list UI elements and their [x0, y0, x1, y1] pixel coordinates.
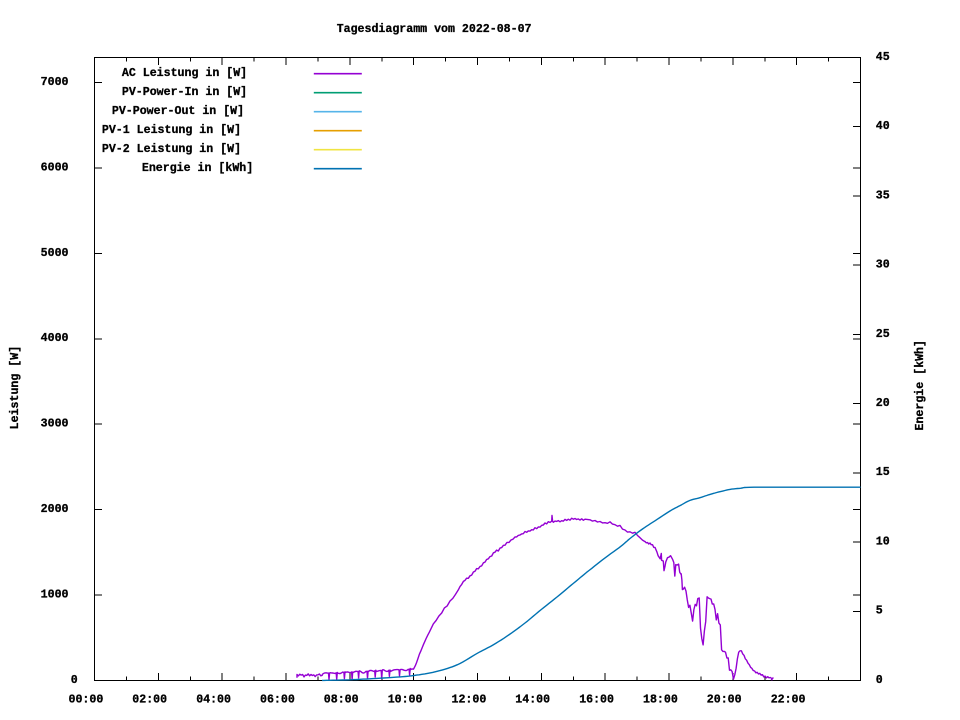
svg-text:40: 40: [876, 120, 890, 133]
svg-text:PV-Power-In in [W]: PV-Power-In in [W]: [122, 86, 247, 99]
svg-text:AC Leistung in [W]: AC Leistung in [W]: [122, 67, 247, 80]
svg-text:00:00: 00:00: [69, 694, 104, 707]
svg-text:Leistung [W]: Leistung [W]: [9, 346, 22, 430]
svg-text:10: 10: [876, 536, 890, 549]
svg-text:Tagesdiagramm vom 2022-08-07: Tagesdiagramm vom 2022-08-07: [337, 23, 532, 36]
svg-text:PV-2 Leistung in [W]: PV-2 Leistung in [W]: [102, 143, 241, 156]
svg-text:20:00: 20:00: [707, 694, 742, 707]
svg-text:4000: 4000: [41, 332, 69, 345]
svg-text:22:00: 22:00: [771, 694, 806, 707]
svg-text:45: 45: [876, 51, 890, 64]
svg-text:5000: 5000: [41, 247, 69, 260]
svg-text:04:00: 04:00: [196, 694, 231, 707]
svg-text:6000: 6000: [41, 161, 69, 174]
svg-text:14:00: 14:00: [515, 694, 550, 707]
svg-text:2000: 2000: [41, 503, 69, 516]
svg-text:16:00: 16:00: [579, 694, 614, 707]
svg-text:0: 0: [71, 674, 78, 687]
svg-text:5: 5: [876, 605, 883, 618]
svg-text:Energie in [kWh]: Energie in [kWh]: [142, 162, 253, 175]
svg-text:10:00: 10:00: [388, 694, 423, 707]
svg-text:25: 25: [876, 328, 890, 341]
svg-text:PV-Power-Out in [W]: PV-Power-Out in [W]: [112, 105, 244, 118]
svg-text:0: 0: [876, 674, 883, 687]
svg-text:12:00: 12:00: [452, 694, 487, 707]
svg-text:30: 30: [876, 259, 890, 272]
svg-text:18:00: 18:00: [643, 694, 678, 707]
svg-text:7000: 7000: [41, 76, 69, 89]
svg-text:35: 35: [876, 189, 890, 202]
svg-text:02:00: 02:00: [132, 694, 167, 707]
svg-text:15: 15: [876, 466, 890, 479]
svg-text:08:00: 08:00: [324, 694, 359, 707]
svg-text:20: 20: [876, 397, 890, 410]
svg-text:PV-1 Leistung in [W]: PV-1 Leistung in [W]: [102, 124, 241, 137]
svg-text:1000: 1000: [41, 589, 69, 602]
svg-text:06:00: 06:00: [260, 694, 295, 707]
svg-text:Energie [kWh]: Energie [kWh]: [914, 340, 927, 430]
svg-text:3000: 3000: [41, 418, 69, 431]
